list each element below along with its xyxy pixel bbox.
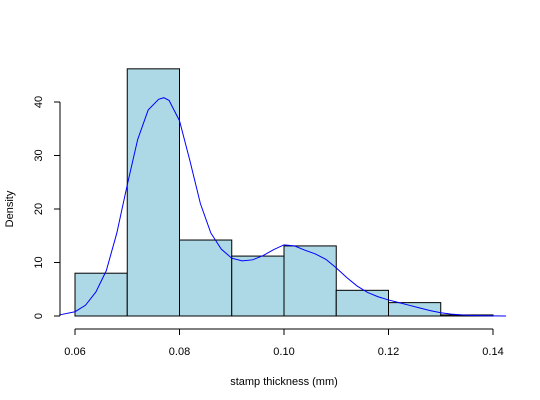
y-tick-label: 10 xyxy=(33,256,45,268)
x-tick-label: 0.12 xyxy=(378,346,399,358)
x-tick-label: 0.10 xyxy=(273,346,294,358)
histogram-bar-6 xyxy=(388,302,442,317)
x-tick-label: 0.06 xyxy=(64,346,85,358)
y-tick-label: 0 xyxy=(33,313,45,319)
y-tick-label: 20 xyxy=(33,203,45,215)
histogram-bar-4 xyxy=(283,245,337,317)
y-tick-label: 30 xyxy=(33,149,45,161)
x-axis: 0.06 0.08 0.10 0.12 0.14 xyxy=(64,328,504,358)
y-axis: 0 10 20 30 40 xyxy=(33,96,61,319)
y-tick-label: 40 xyxy=(33,96,45,108)
x-axis-title: stamp thickness (mm) xyxy=(230,376,338,388)
histogram-bars xyxy=(74,68,494,317)
histogram-bar-1 xyxy=(126,68,180,317)
histogram-bar-3 xyxy=(231,255,285,317)
x-tick-label: 0.08 xyxy=(169,346,190,358)
density-curve xyxy=(59,97,507,317)
x-tick-label: 0.14 xyxy=(482,346,503,358)
histogram-bar-0 xyxy=(74,272,128,317)
histogram-bar-5 xyxy=(335,289,389,317)
histogram-bar-2 xyxy=(179,239,233,317)
y-axis-title: Density xyxy=(4,190,16,227)
